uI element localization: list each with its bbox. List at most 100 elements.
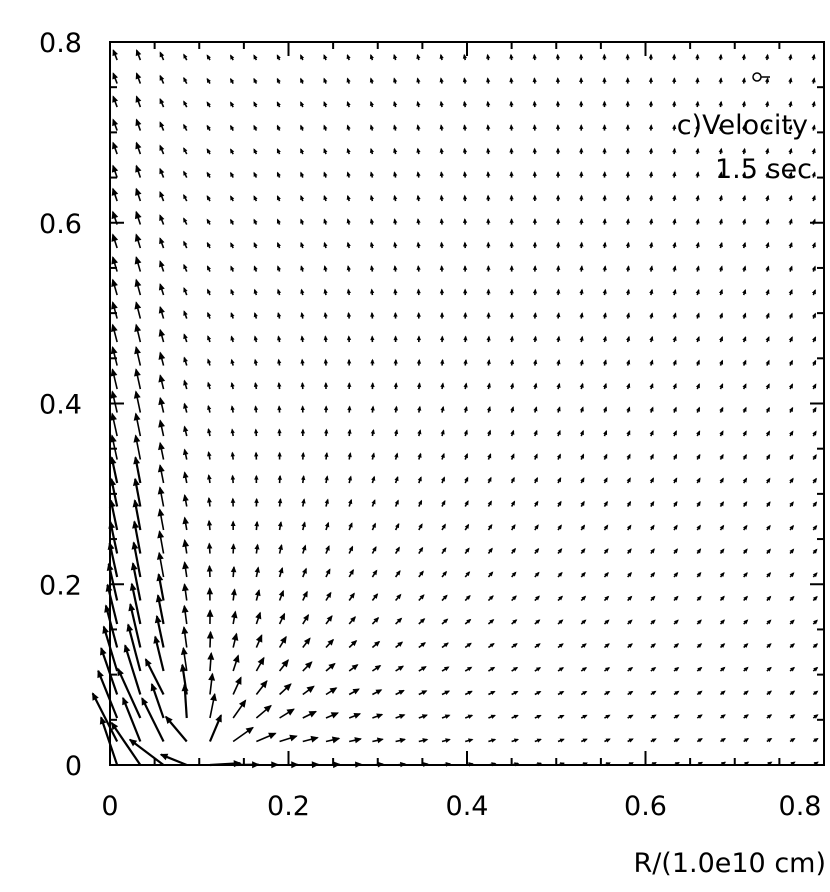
velocity-arrow: [487, 476, 492, 484]
velocity-arrow: [277, 381, 282, 390]
velocity-arrow: [393, 194, 398, 202]
velocity-arrow: [672, 288, 677, 296]
velocity-arrow: [742, 501, 748, 507]
velocity-arrow: [301, 521, 306, 531]
velocity-arrow: [157, 486, 165, 507]
velocity-arrow: [789, 690, 796, 696]
velocity-arrow: [112, 49, 118, 61]
velocity-arrow: [159, 98, 165, 108]
velocity-arrow: [627, 643, 633, 649]
velocity-arrow: [346, 147, 351, 155]
velocity-arrow: [418, 690, 428, 696]
velocity-arrow: [325, 736, 341, 744]
velocity-arrow: [743, 595, 749, 602]
velocity-arrow: [602, 288, 607, 296]
velocity-arrow: [371, 546, 377, 554]
velocity-arrow: [579, 194, 584, 202]
velocity-arrow: [156, 551, 165, 578]
velocity-arrow: [766, 548, 771, 555]
velocity-arrow: [486, 312, 491, 319]
velocity-arrow: [462, 124, 468, 131]
velocity-arrow: [253, 124, 258, 131]
velocity-arrow: [255, 656, 265, 672]
velocity-arrow: [323, 147, 328, 155]
velocity-arrow: [556, 312, 561, 319]
velocity-arrow: [509, 53, 514, 61]
velocity-arrow: [323, 171, 328, 178]
velocity-arrow: [743, 572, 748, 578]
velocity-arrow: [182, 561, 189, 578]
velocity-arrow: [555, 100, 561, 108]
velocity-arrow: [580, 477, 585, 484]
velocity-arrow: [486, 53, 491, 61]
velocity-arrow: [441, 523, 446, 531]
velocity-arrow: [625, 147, 630, 155]
velocity-arrow: [206, 148, 211, 155]
velocity-arrow: [97, 669, 119, 719]
velocity-arrow: [557, 714, 565, 719]
velocity-arrow: [766, 572, 772, 578]
velocity-arrow: [323, 311, 328, 319]
velocity-arrow: [719, 643, 726, 649]
velocity-arrow: [696, 666, 703, 672]
axis-ticks: [109, 41, 825, 766]
velocity-arrow: [347, 428, 352, 437]
velocity-arrow: [718, 100, 723, 108]
velocity-arrow: [393, 311, 398, 319]
velocity-arrow: [718, 241, 723, 249]
velocity-arrow: [183, 310, 188, 319]
velocity-arrow: [300, 405, 305, 413]
velocity-arrow: [811, 53, 816, 61]
velocity-arrow: [719, 477, 724, 484]
velocity-arrow: [183, 425, 189, 437]
velocity-arrow: [603, 429, 608, 437]
velocity-arrow: [765, 124, 770, 131]
velocity-arrow: [439, 335, 445, 343]
velocity-arrow: [672, 218, 677, 225]
velocity-arrow: [719, 383, 724, 390]
velocity-arrow: [393, 288, 398, 296]
velocity-arrow: [159, 121, 165, 131]
velocity-arrow: [648, 171, 654, 178]
velocity-arrow: [719, 666, 726, 672]
velocity-arrow: [183, 194, 188, 202]
velocity-arrow: [110, 345, 118, 366]
velocity-arrow: [206, 519, 213, 531]
velocity-arrow: [626, 500, 632, 507]
velocity-arrow: [718, 77, 723, 84]
velocity-arrow: [602, 359, 607, 366]
annotation-title: c)Velocity: [677, 110, 808, 141]
velocity-arrow: [182, 493, 189, 507]
velocity-arrow: [300, 148, 305, 155]
velocity-arrow: [555, 147, 561, 155]
velocity-arrow: [649, 382, 654, 390]
velocity-arrow: [206, 77, 211, 84]
velocity-arrow: [183, 356, 188, 366]
velocity-arrow: [625, 53, 630, 61]
velocity-arrow: [253, 148, 258, 155]
velocity-arrow: [765, 194, 770, 202]
velocity-arrow: [394, 522, 400, 531]
velocity-arrow: [232, 654, 240, 672]
velocity-arrow: [765, 265, 770, 272]
velocity-arrow: [533, 453, 538, 460]
velocity-arrow: [718, 194, 723, 202]
velocity-arrow: [603, 500, 608, 507]
velocity-arrow: [371, 593, 379, 602]
velocity-arrow: [302, 710, 318, 719]
velocity-arrow: [324, 428, 329, 437]
velocity-arrow: [604, 714, 611, 719]
velocity-arrow: [511, 666, 519, 672]
velocity-arrow: [370, 288, 375, 296]
velocity-arrow: [580, 571, 586, 578]
velocity-arrow: [579, 288, 584, 296]
velocity-arrow: [181, 604, 189, 625]
velocity-arrow: [486, 218, 491, 225]
velocity-arrow: [650, 643, 656, 649]
velocity-arrow: [394, 475, 399, 484]
velocity-arrow: [135, 95, 142, 108]
velocity-arrow: [555, 218, 561, 225]
velocity-arrow: [509, 312, 514, 319]
velocity-arrow: [346, 311, 352, 319]
velocity-arrow: [141, 697, 165, 742]
